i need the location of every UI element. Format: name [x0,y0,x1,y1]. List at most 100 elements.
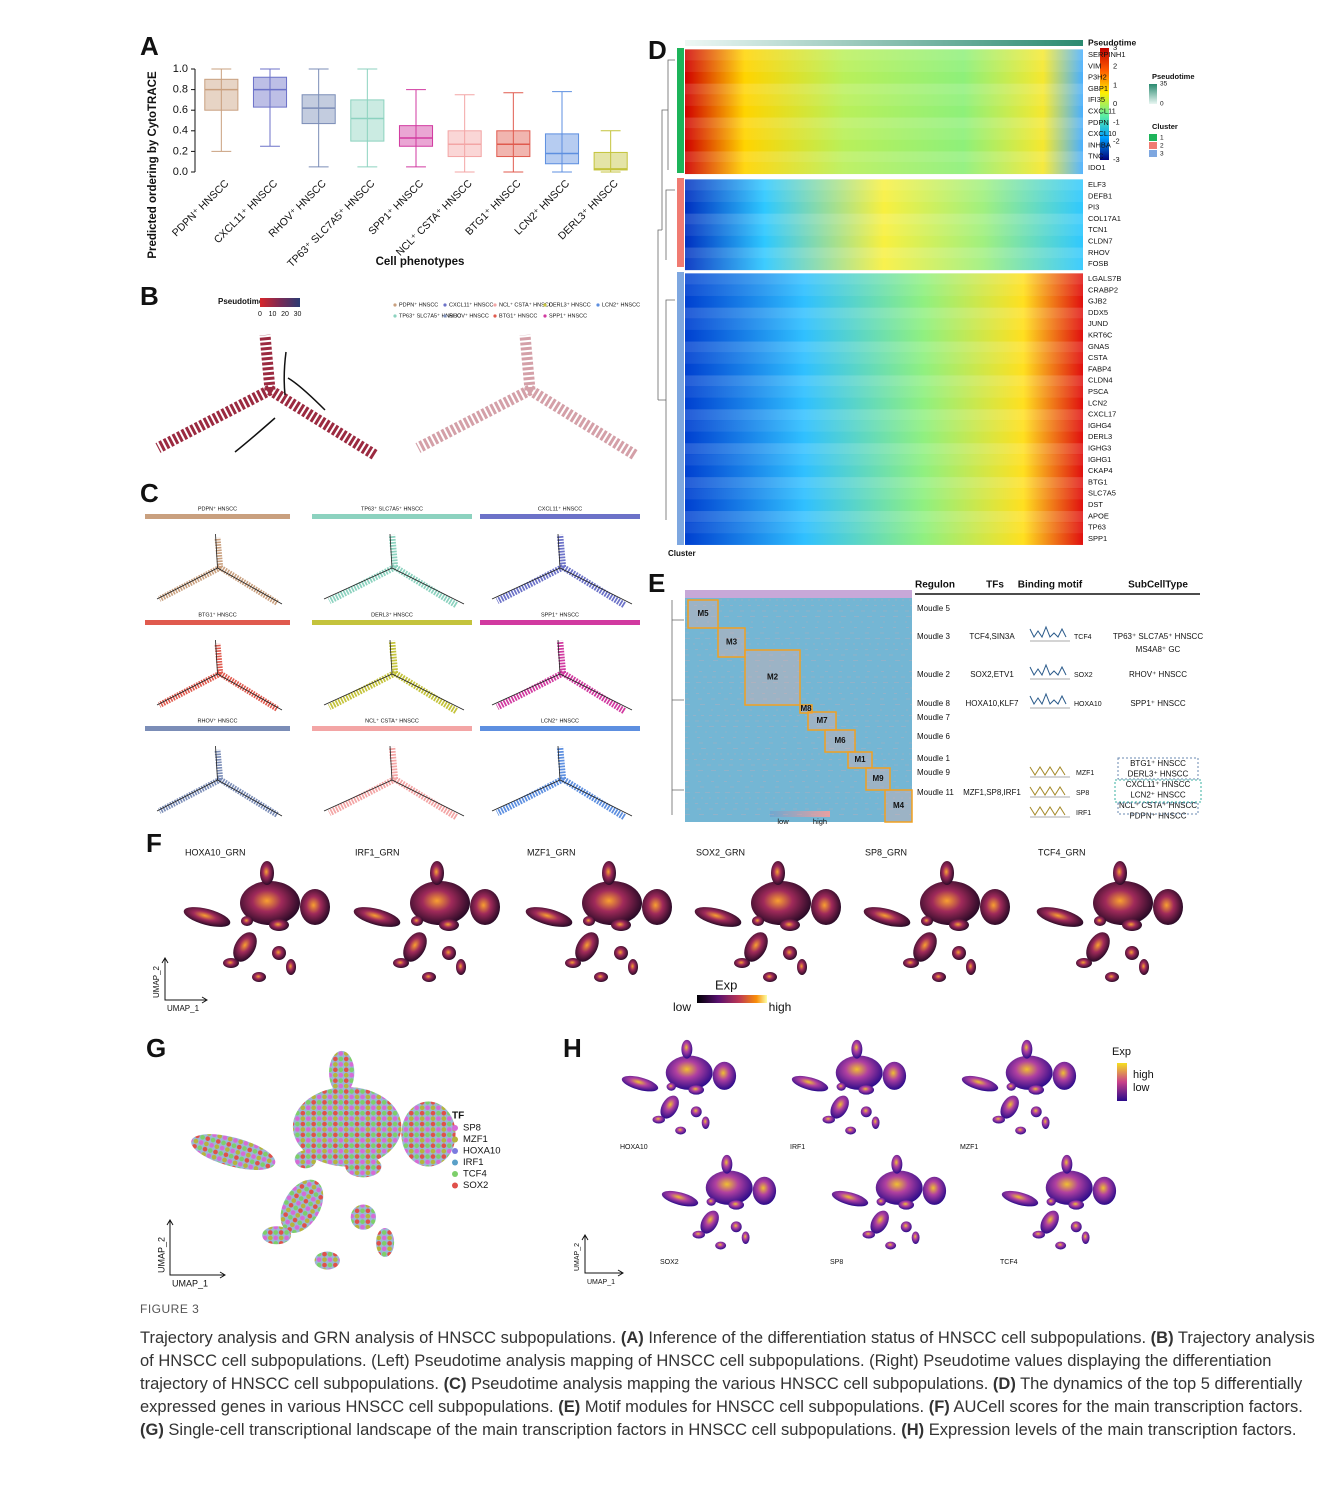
legend-label: CXCL11⁺ HNSCC [449,301,493,308]
box [301,94,336,125]
heatmap-row [685,83,1083,95]
trajectory [329,641,456,711]
umap-plot [620,1039,737,1135]
dendrogram [671,600,684,815]
gene-label: GNAS [1088,342,1109,351]
legend-label: NCL⁺ CSTA⁺ HNSCC [499,301,553,308]
figure: A B C D E F G H 0.0 0.2 0.4 0.6 0.8 1.0 Predicted orde… [140,31,1203,1289]
y-tick-label: 0.2 [173,145,188,157]
motif-logo [1029,625,1067,639]
legend-label: SPP1⁺ HNSCC [549,312,587,319]
tf-list: SOX2,ETV1 [970,670,1014,679]
legend-swatch [1149,134,1157,141]
subplot-title: BTG1⁺ HNSCC [198,611,236,618]
subplot-label: TCF4 [1000,1259,1018,1266]
module-box [717,627,746,658]
legend-title: Pseudotime [1152,72,1195,81]
gene-label: JUND [1088,319,1109,328]
title-bar [480,726,640,731]
title-bar [312,514,472,519]
subplot-label: IRF1 [790,1144,805,1151]
heatmap-row [685,341,1083,353]
module-box [884,789,913,823]
legend-tick: 35 [1160,81,1168,88]
umap-plot [187,1050,456,1270]
panel-letter: F [146,828,162,858]
subplot-title: TCF4_GRN [1038,847,1086,857]
heatmap-row [685,94,1083,107]
colorbar-tick: 30 [294,311,302,318]
trajectory [159,644,277,709]
gene-label: CSTA [1088,353,1107,362]
motif-logo [1029,786,1066,796]
legend-title: Exp [1112,1046,1131,1058]
heatmap-row [685,386,1083,399]
subcelltype: NCL⁺ CSTA⁺ HNSCC [1119,801,1197,810]
axis-label: UMAP_2 [152,965,161,998]
gene-label: PSCA [1088,387,1108,396]
subcelltype: SPP1⁺ HNSCC [1130,699,1186,708]
title-bar [312,726,472,731]
heatmap-row [685,213,1083,225]
caption-ref: (B) [1150,1329,1174,1347]
trajectory [329,747,456,817]
motif-logo [1029,766,1066,776]
scale-tick: -1 [1113,118,1120,127]
panel-letter: H [563,1033,582,1063]
legend-label: PDPN⁺ HNSCC [399,301,438,308]
column-header: SubCellType [1128,580,1188,591]
regulon: Moudle 6 [917,732,950,741]
legend-label: low [777,817,789,826]
gene-label: FOSB [1088,259,1108,268]
umap-plot [181,861,330,982]
gene-label: CLDN7 [1088,236,1113,245]
module-box [865,767,891,791]
x-axis-title: Cell phenotypes [376,256,465,268]
heatmap-row [685,258,1083,271]
gene-label: BTG1 [1088,477,1108,486]
caption-ref: (A) [620,1329,644,1347]
gene-label: ELF3 [1088,180,1106,189]
motif-label: IRF1 [1076,810,1091,817]
legend-label: SOX2 [463,1180,488,1191]
heatmap-row [685,273,1083,286]
subplot-label: HOXA10 [620,1144,648,1151]
legend-bar [697,995,767,1003]
subplot-title: NCL⁺ CSTA⁺ HNSCC [365,717,419,724]
gene-label: FABP4 [1088,364,1111,373]
heatmap-row [685,295,1083,308]
subcelltype: BTG1⁺ HNSCC [1130,759,1186,768]
module-box [687,599,719,629]
heatmap-row [685,499,1083,512]
regulon: Moudle 3 [917,632,950,641]
gene-label: IFI35 [1088,95,1105,104]
module-label: M2 [767,673,779,682]
axis-label: Cluster [668,549,696,558]
heatmap-row [685,190,1083,203]
umap-plot [861,861,1010,982]
title-bar [480,620,640,625]
subplot-title: LCN2⁺ HNSCC [541,717,579,724]
heatmap-row [685,442,1083,455]
legend-label: TP63⁺ SLC7A5⁺ HNSCC [399,312,461,319]
module-box [744,649,801,706]
axis-label: UMAP_2 [156,1237,166,1273]
subcelltype: CXCL11⁺ HNSCC [1126,780,1191,789]
subplot-title: SPP1⁺ HNSCC [541,611,579,618]
module-box [799,704,813,714]
group-box [1117,802,1199,815]
motif-logo [1029,806,1066,816]
trajectory-line [323,745,465,817]
regulon: Moudle 5 [917,604,950,613]
legend-dot [493,303,497,307]
legend-swatch [1149,142,1157,149]
cluster-bar [677,178,684,267]
regulon: Moudle 11 [917,788,954,797]
heatmap-row [685,179,1083,192]
module-label: M9 [872,774,884,783]
box [252,76,288,108]
motif-label: MZF1 [1076,770,1094,777]
trajectory [497,641,624,711]
legend-dot [443,303,447,307]
subplot-title: IRF1_GRN [355,847,400,857]
